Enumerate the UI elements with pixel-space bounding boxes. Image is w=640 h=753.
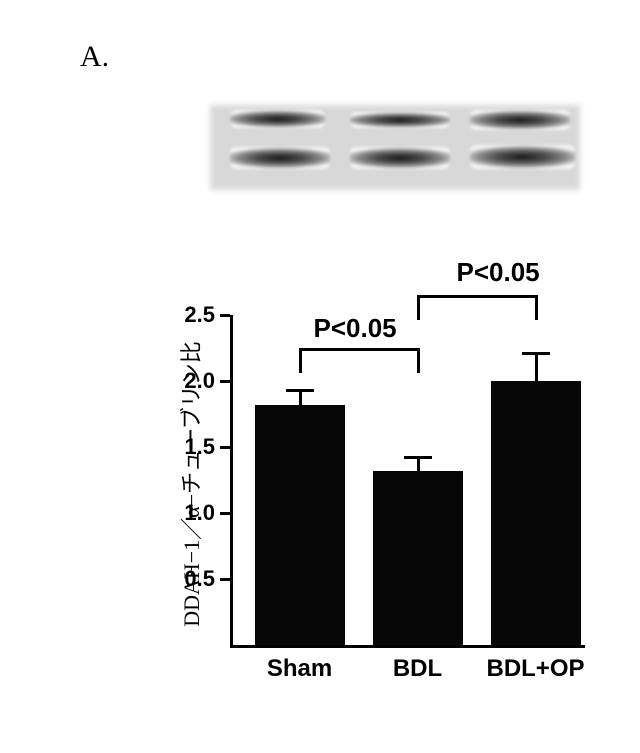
error-bar-cap <box>286 389 314 392</box>
y-axis-title: DDAH−1／α−チューブリン比 <box>174 324 206 644</box>
x-axis <box>230 645 585 648</box>
bracket-line <box>417 348 420 373</box>
bracket-line <box>535 295 538 320</box>
x-axis-label: BDL <box>358 655 478 683</box>
blot-band-bottom <box>470 145 575 169</box>
bracket-line <box>300 348 418 351</box>
error-bar-cap <box>404 456 432 459</box>
bar <box>255 405 345 645</box>
y-tick <box>220 578 230 581</box>
panel-label: A. <box>80 40 109 74</box>
blot-band-bottom <box>230 147 330 169</box>
x-axis-label: Sham <box>240 655 360 683</box>
bracket-line <box>299 348 302 373</box>
blot-band-top <box>350 112 450 128</box>
y-axis <box>230 315 233 645</box>
y-tick <box>220 446 230 449</box>
blot-band-bottom <box>350 147 450 169</box>
x-axis-label: BDL+OP <box>476 655 596 683</box>
p-value-label: P<0.05 <box>314 313 397 344</box>
y-tick <box>220 380 230 383</box>
y-tick <box>220 314 230 317</box>
bar <box>373 471 463 645</box>
bracket-line <box>418 295 536 298</box>
bracket-line <box>417 295 420 320</box>
bar <box>491 381 581 645</box>
y-tick <box>220 512 230 515</box>
error-bar-cap <box>522 352 550 355</box>
blot-band-top <box>230 110 325 128</box>
blot-band-top <box>470 110 570 130</box>
bar-chart: 0.51.01.52.02.5ShamBDLBDL+OPP<0.05P<0.05 <box>185 315 585 645</box>
western-blot <box>210 105 580 190</box>
p-value-label: P<0.05 <box>457 257 540 288</box>
error-bar-line <box>535 352 538 381</box>
